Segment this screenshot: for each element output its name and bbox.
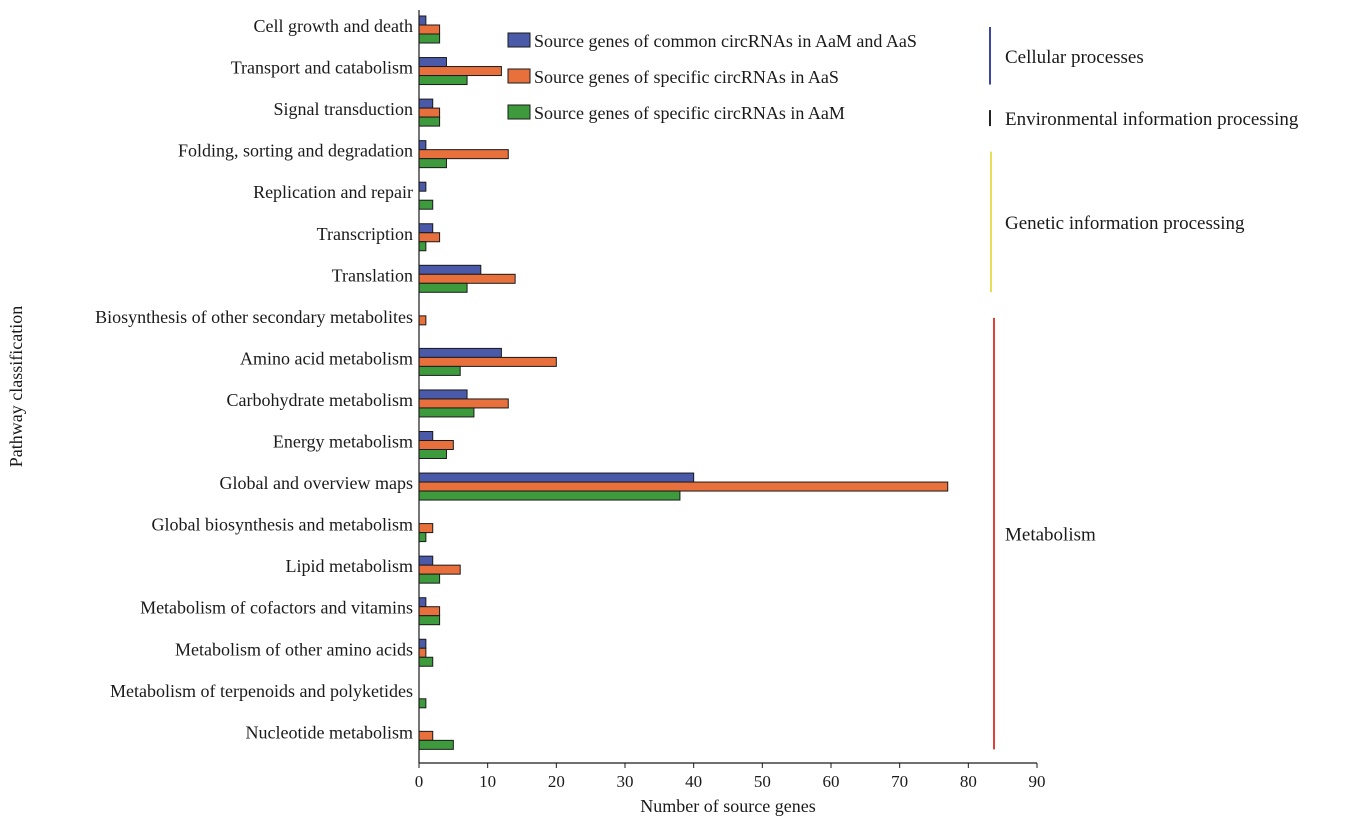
category-label: Amino acid metabolism (240, 348, 413, 368)
bar-1-9 (418, 347, 502, 358)
bar-2-10 (418, 398, 509, 409)
legend-label-3: Source genes of specific circRNAs in AaM (534, 103, 845, 123)
bar-3-13 (418, 532, 427, 543)
x-tick-label: 30 (617, 772, 634, 791)
x-tick-label: 40 (685, 772, 702, 791)
bar-2-16 (418, 647, 427, 658)
category-label: Metabolism of cofactors and vitamins (140, 598, 413, 618)
bar-1-4 (418, 140, 427, 151)
category-label: Biosynthesis of other secondary metaboli… (95, 307, 413, 327)
legend-swatch-3 (507, 104, 531, 120)
category-label: Nucleotide metabolism (246, 722, 413, 742)
bar-2-7 (418, 273, 516, 284)
legend-label-2: Source genes of specific circRNAs in AaS (534, 67, 839, 87)
bar-3-6 (418, 241, 427, 252)
bar-1-6 (418, 223, 434, 234)
x-tick-label: 0 (415, 772, 424, 791)
bar-3-2 (418, 75, 468, 86)
x-axis-title: Number of source genes (640, 796, 815, 816)
bar-1-14 (418, 555, 434, 566)
bar-3-3 (418, 116, 441, 127)
bar-3-15 (418, 615, 441, 626)
bar-3-10 (418, 407, 475, 418)
legend-label-1: Source genes of common circRNAs in AaM a… (534, 31, 917, 51)
bar-2-13 (418, 523, 434, 534)
bar-1-7 (418, 264, 482, 275)
bar-2-1 (418, 24, 441, 35)
group-label-1: Cellular processes (1005, 47, 1144, 68)
category-label: Lipid metabolism (286, 556, 414, 576)
bar-1-5 (418, 181, 427, 192)
category-label: Metabolism of other amino acids (175, 639, 413, 659)
bars-layer (418, 15, 949, 750)
category-label: Translation (332, 265, 413, 285)
bar-3-12 (418, 490, 681, 501)
bar-3-11 (418, 449, 447, 459)
category-label: Transport and catabolism (231, 58, 413, 78)
x-axis: 0 10 20 30 40 50 60 70 80 90 (415, 10, 1046, 791)
bar-2-8 (418, 315, 427, 326)
bar-3-5 (418, 199, 434, 210)
x-tick-label: 10 (479, 772, 496, 791)
y-axis-title: Pathway classification (6, 306, 26, 467)
bar-2-9 (418, 356, 557, 367)
legend-swatch-1 (507, 32, 531, 48)
category-label: Global and overview maps (220, 473, 413, 493)
bar-2-3 (418, 107, 441, 118)
bar-3-17 (418, 698, 427, 709)
bar-2-14 (418, 564, 461, 575)
bar-2-12 (418, 481, 949, 492)
bar-2-15 (418, 606, 441, 617)
bar-3-9 (418, 365, 461, 376)
x-tick-label: 70 (891, 772, 908, 791)
bar-3-7 (418, 282, 468, 293)
bar-1-10 (418, 389, 468, 400)
bar-2-4 (418, 149, 509, 160)
bar-1-3 (418, 98, 434, 109)
group-label-3: Genetic information processing (1005, 213, 1245, 234)
x-tick-label: 80 (960, 772, 977, 791)
category-label: Signal transduction (274, 99, 413, 119)
bar-2-11 (418, 440, 454, 450)
x-tick-label: 90 (1029, 772, 1046, 791)
x-tick-label: 20 (548, 772, 565, 791)
bar-2-2 (418, 66, 502, 77)
group-label-2: Environmental information processing (1005, 109, 1299, 130)
bar-3-1 (418, 33, 441, 44)
bar-1-15 (418, 597, 427, 608)
bar-1-1 (418, 15, 427, 26)
group-label-4: Metabolism (1005, 525, 1096, 546)
category-label: Cell growth and death (254, 16, 413, 36)
legend: Source genes of common circRNAs in AaM a… (507, 31, 917, 123)
category-label: Transcription (317, 224, 413, 244)
bar-1-11 (418, 431, 434, 441)
category-label: Metabolism of terpenoids and polyketides (110, 681, 413, 701)
category-label: Folding, sorting and degradation (178, 141, 413, 161)
x-tick-label: 50 (754, 772, 771, 791)
bar-3-18 (418, 739, 454, 750)
category-label: Carbohydrate metabolism (227, 390, 413, 410)
bar-1-16 (418, 638, 427, 649)
category-labels: Cell growth and death Transport and catab… (95, 16, 413, 742)
bar-3-14 (418, 573, 441, 584)
category-label: Energy metabolism (273, 432, 413, 452)
category-label: Replication and repair (253, 182, 413, 202)
bar-2-6 (418, 232, 441, 243)
bar-2-18 (418, 730, 434, 741)
bar-3-16 (418, 656, 434, 667)
x-tick-label: 60 (823, 772, 840, 791)
bar-3-4 (418, 158, 447, 169)
bar-1-2 (418, 57, 447, 68)
bar-1-12 (418, 472, 695, 483)
legend-swatch-2 (507, 68, 531, 84)
pathway-group-brackets: Cellular processes Environmental informat… (989, 27, 1299, 750)
category-label: Global biosynthesis and metabolism (152, 515, 413, 535)
